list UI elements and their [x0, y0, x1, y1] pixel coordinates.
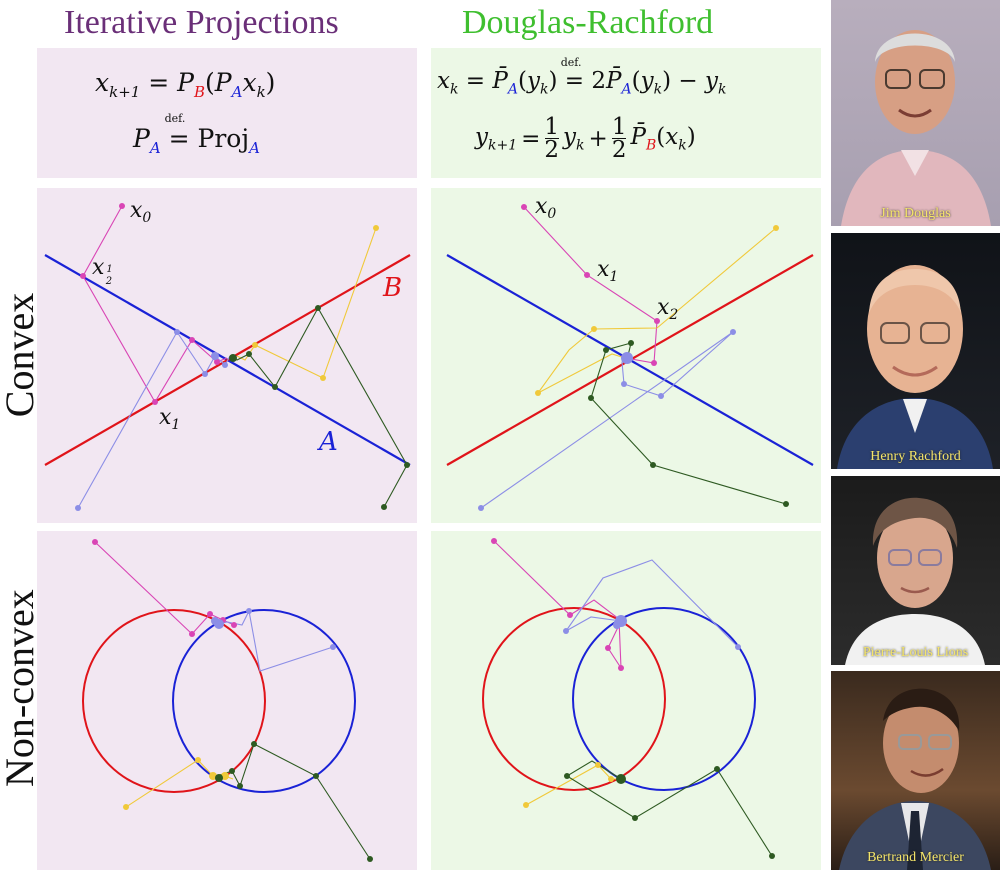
caption-jim-douglas: Jim Douglas [880, 206, 951, 221]
set-a-circle [572, 607, 756, 791]
darkgreen-path [590, 342, 787, 505]
ip-update-formula: xk+1 = PB(PAxk) [95, 68, 276, 101]
pink-points [491, 538, 624, 671]
label-x1: x1 [597, 257, 618, 285]
panel-nonconvex-douglas-rachford [431, 531, 821, 870]
pink-path [523, 206, 658, 364]
dr-line1-formula: xk = P̄A(yk) def. = 2P̄A(yk) − yk [437, 56, 727, 98]
convex-dr-plot: x0 x1 x2 [446, 194, 814, 511]
set-b-circle [482, 607, 666, 791]
darkgreen-points [215, 741, 373, 862]
portrait-jim-douglas: Jim Douglas [831, 0, 1000, 226]
lavender-points [563, 615, 741, 650]
portrait-pierre-louis-lions: Pierre-Louis Lions [831, 476, 1000, 665]
yellow-points [535, 225, 779, 396]
label-x1: x1 [159, 405, 180, 433]
formula-panel-iterative-projections: xk+1 = PB(PAxk) PA def. = ProjA [37, 48, 417, 178]
lavender-points [75, 329, 228, 511]
label-x0: x0 [535, 194, 556, 222]
label-x2: x2 [657, 295, 678, 323]
panel-convex-douglas-rachford: x0 x1 x2 [431, 188, 821, 523]
ip-definition-formula: PA def. = ProjA [133, 112, 260, 157]
yellow-path [537, 227, 777, 394]
pink-path [493, 540, 622, 670]
title-iterative-projections: Iterative Projections [64, 4, 339, 41]
yellow-points [523, 762, 614, 808]
label-set-a: A [317, 427, 338, 457]
caption-henry-rachford: Henry Rachford [870, 449, 961, 464]
portrait-illustration [841, 30, 991, 226]
title-douglas-rachford: Douglas-Rachford [462, 4, 714, 41]
portrait-henry-rachford: Henry Rachford [831, 233, 1000, 469]
portrait-illustration [845, 497, 985, 665]
darkgreen-path [216, 743, 371, 860]
lavender-path [565, 559, 739, 648]
lavender-path [480, 331, 734, 509]
lavender-path [218, 609, 334, 672]
lavender-points [211, 608, 336, 650]
darkgreen-points [564, 766, 775, 859]
label-x0: x0 [130, 198, 151, 226]
formula-panel-douglas-rachford: xk = P̄A(yk) def. = 2P̄A(yk) − yk yk+1 = … [431, 48, 821, 178]
darkgreen-path [565, 760, 773, 857]
caption-pierre-louis-lions: Pierre-Louis Lions [862, 645, 969, 660]
lavender-path [77, 330, 231, 509]
caption-bertrand-mercier: Bertrand Mercier [867, 850, 964, 865]
lavender-points [478, 329, 736, 511]
panel-nonconvex-iterative-projections [37, 531, 417, 870]
nonconvex-dr-plot [482, 538, 775, 859]
yellow-path [125, 759, 234, 808]
set-b-circle [82, 609, 266, 793]
darkgreen-points [588, 340, 789, 507]
nonconvex-ip-plot [82, 539, 373, 862]
yellow-points [252, 225, 379, 381]
label-set-b: B [382, 273, 402, 303]
pink-points [521, 204, 660, 366]
yellow-path [236, 227, 377, 379]
darkgreen-points [229, 305, 410, 510]
darkgreen-path [232, 306, 408, 508]
portrait-bertrand-mercier: Bertrand Mercier [831, 671, 1000, 870]
set-a-circle [172, 609, 356, 793]
portrait-illustration [837, 265, 993, 469]
pink-points [80, 203, 220, 405]
portrait-illustration [839, 688, 991, 870]
